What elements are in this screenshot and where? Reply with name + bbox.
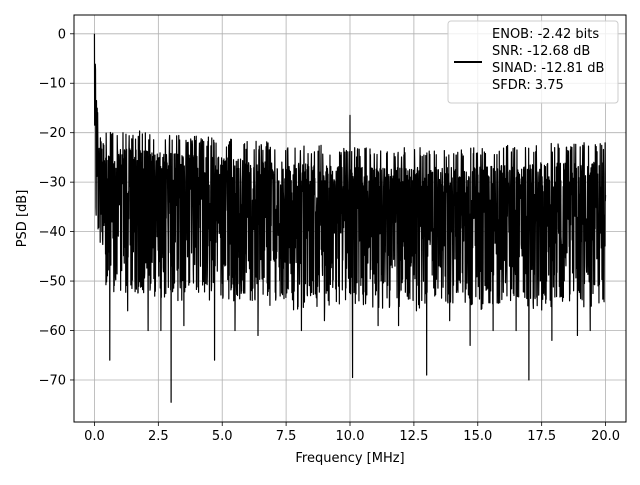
y-tick-label: −20 xyxy=(39,126,66,141)
y-tick-label: −10 xyxy=(39,77,66,92)
x-tick-label: 10.0 xyxy=(336,429,365,444)
y-axis-ticks: 0 −10 −20 −30 −40 −50 −60 −70 xyxy=(39,27,74,388)
legend-sfdr-text: SFDR: 3.75 xyxy=(492,78,564,93)
x-axis-ticks: 0.0 2.5 5.0 7.5 10.0 12.5 15.0 17.5 20.0 xyxy=(84,422,620,444)
x-axis-label: Frequency [MHz] xyxy=(295,451,404,466)
y-tick-label: −40 xyxy=(39,225,66,240)
y-axis-label: PSD [dB] xyxy=(15,190,30,248)
x-tick-label: 20.0 xyxy=(591,429,620,444)
x-tick-label: 12.5 xyxy=(399,429,428,444)
x-tick-label: 17.5 xyxy=(527,429,556,444)
y-tick-label: −60 xyxy=(39,324,66,339)
x-tick-label: 5.0 xyxy=(212,429,233,444)
legend: ENOB: -2.42 bits SNR: -12.68 dB SINAD: -… xyxy=(447,20,619,104)
psd-trace-line xyxy=(93,33,607,403)
y-tick-label: −30 xyxy=(39,176,66,191)
x-tick-label: 15.0 xyxy=(463,429,492,444)
legend-box xyxy=(447,20,619,104)
plot-data xyxy=(93,33,607,403)
y-tick-label: −70 xyxy=(39,373,66,388)
x-tick-label: 0.0 xyxy=(84,429,105,444)
x-tick-label: 2.5 xyxy=(148,429,169,444)
legend-snr-text: SNR: -12.68 dB xyxy=(492,44,590,59)
x-tick-label: 7.5 xyxy=(276,429,297,444)
y-tick-label: −50 xyxy=(39,275,66,290)
legend-sinad-text: SINAD: -12.81 dB xyxy=(492,61,604,76)
legend-enob-text: ENOB: -2.42 bits xyxy=(492,27,599,42)
y-tick-label: 0 xyxy=(58,27,66,42)
